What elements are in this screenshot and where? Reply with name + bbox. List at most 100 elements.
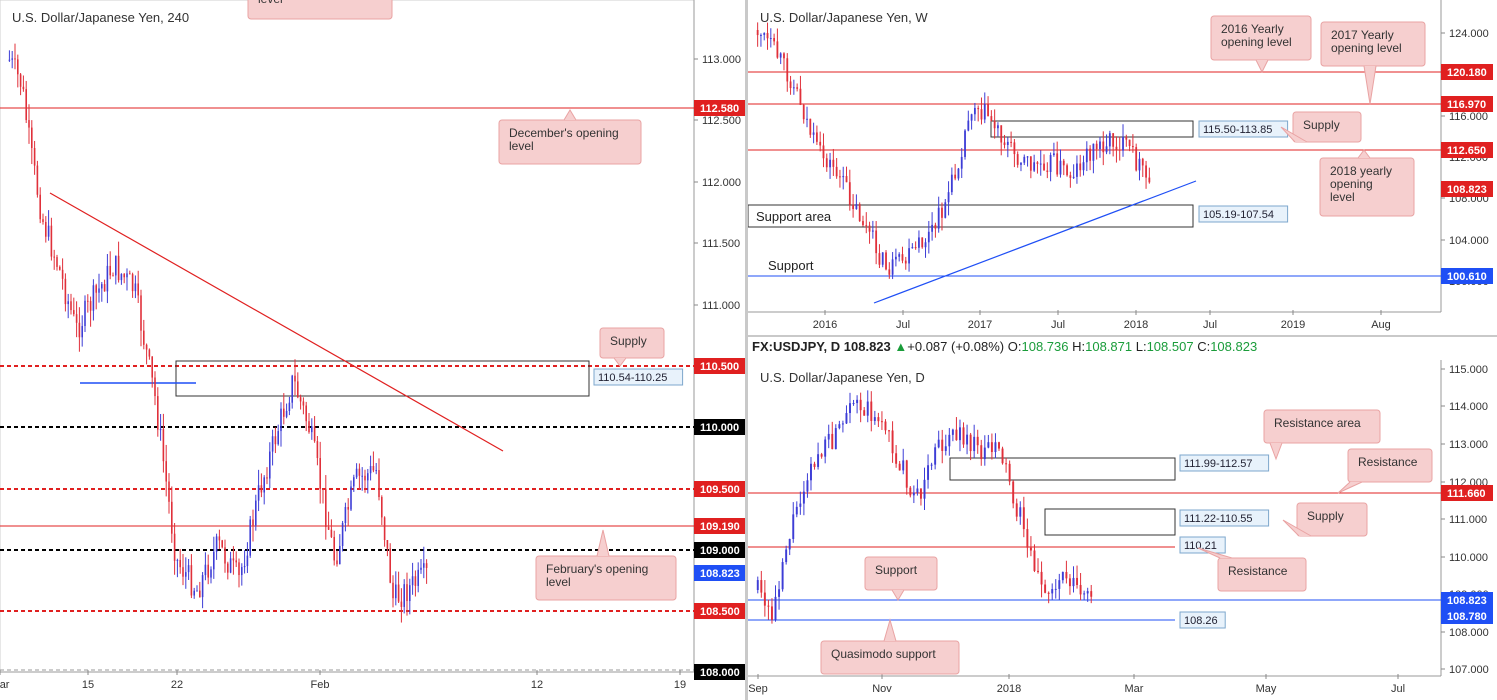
candle-body [1090,591,1093,597]
callout-text: Resistance [1228,564,1288,578]
candle-body [1095,143,1098,150]
change-value: +0.087 (+0.08%) [907,339,1005,354]
candle-body [131,274,134,292]
price-tag-label: 109.190 [700,521,740,533]
candle-body [420,567,422,570]
candle-body [22,86,25,90]
daily-chart[interactable]: 115.000114.000113.000112.000111.000110.0… [748,360,1497,700]
candle-body [179,559,181,568]
candle-body [987,104,989,117]
candle-body [967,120,970,131]
candle-body [998,442,1000,449]
daily-chart-panel[interactable]: 115.000 114.000 113.000 112.000 111.000 110.0… [748,360,1497,700]
candle-body [375,470,377,472]
price-tag-label: 112.580 [700,103,739,115]
candle-body [990,442,993,453]
candle-body [1076,163,1078,177]
candle-body [960,156,963,169]
candle-body [1099,141,1101,150]
panel-divider [745,0,748,700]
price-tag [1441,142,1493,158]
chart-title: U.S. Dollar/Japanese Yen, W [760,10,928,25]
candle-body [1115,146,1118,150]
weekly-chart[interactable]: 124.000120.000116.000112.000108.000104.0… [748,0,1497,335]
h4-chart-panel[interactable]: 113.000 112.500 112.000 111.500 111.000 112.5… [0,0,745,700]
candle-body [89,301,92,311]
callout-pointer [1197,547,1233,559]
candle-body [291,375,293,403]
candle-body [825,158,828,168]
price-tick-label: 108.000 [1449,627,1489,639]
candle-body [229,558,232,573]
candle-body [1039,163,1042,165]
candle-body [364,475,366,481]
candle-body [1051,589,1054,594]
candle-body [962,427,965,445]
time-tick-label: May [1256,683,1277,695]
candle-body [820,454,823,457]
candle-body [423,563,425,568]
candle-body [196,590,198,592]
callout-text: Supply [610,334,647,348]
candle-body [330,529,333,537]
h4-chart[interactable]: 113.000 112.500 112.000 111.500 111.000 112.5… [0,0,745,700]
candle-body [215,536,218,552]
candle-body [948,434,951,447]
candle-body [838,424,841,429]
candle-body [313,426,316,442]
low-label: L: [1135,339,1147,354]
zone-label-box [1198,205,1289,223]
candle-body [951,429,954,435]
callout-box [1292,111,1362,143]
candle-body [397,584,400,602]
price-tag-label: 110.000 [700,422,739,434]
candle-body [109,265,111,276]
candle-body [325,489,327,528]
candle-body [964,130,966,157]
callout-text: opening level [1331,41,1402,55]
candle-body [1089,148,1092,161]
candle-body [970,114,973,121]
time-tick-label: Jul [1391,683,1405,695]
candle-body [255,500,257,526]
candle-body [776,41,779,58]
candle-body [880,421,883,423]
callout-pointer [1357,149,1371,159]
callout-text: level [509,139,534,153]
candle-body [151,356,153,378]
candle-body [858,204,861,222]
candle-body [1029,156,1032,171]
candle-body [249,519,251,556]
candle-body [1043,163,1045,171]
candle-body [1056,153,1059,175]
time-tick-label: 2018 [1124,319,1148,331]
candle-body [842,176,845,178]
candle-body [381,497,383,518]
candle-body [271,436,274,452]
candle-body [1069,175,1072,178]
weekly-chart-panel[interactable]: 124.000120.000116.000112.000108.000104.0… [748,0,1497,335]
price-tag-label: 100.610 [1447,271,1487,283]
candle-body [766,32,769,39]
candle-body [947,192,950,203]
candle-body [176,559,179,561]
candle-body [756,30,759,36]
candle-body [350,486,352,510]
callout-text: level [258,0,283,6]
candle-body [297,381,299,398]
zone-label-box [1179,509,1270,527]
candle-body [123,274,125,278]
candle-body [400,601,403,607]
price-tick-label: 104.000 [1449,235,1489,247]
price-tag-label: 112.650 [1447,145,1486,157]
candle-body [252,519,254,526]
candle-body [341,523,344,546]
candle-body [358,468,361,476]
zone-label: 115.50-113.85 [1203,124,1272,136]
candle-body [81,326,83,338]
price-tag-label: 108.780 [1447,611,1487,623]
candle-body [1049,155,1052,172]
callout-box [599,327,665,359]
close-value: 108.823 [1210,339,1258,354]
candle-body [870,401,873,421]
